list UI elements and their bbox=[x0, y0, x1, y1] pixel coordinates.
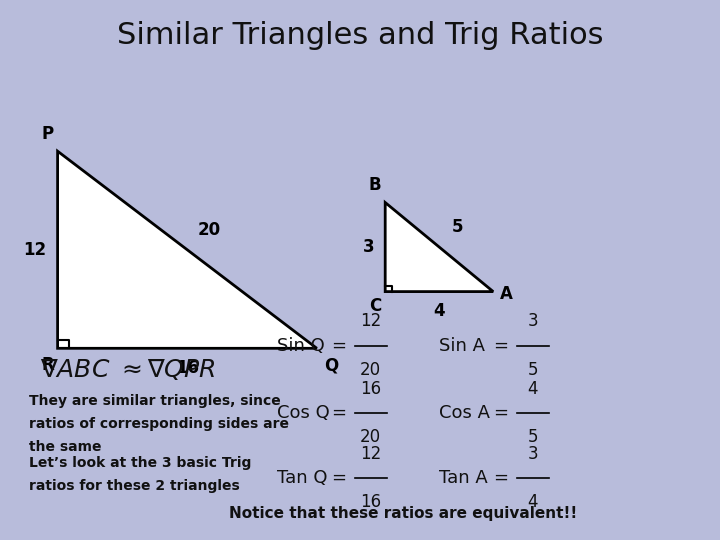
Text: 3: 3 bbox=[363, 238, 374, 256]
Text: They are similar triangles, since: They are similar triangles, since bbox=[29, 394, 281, 408]
Text: 5: 5 bbox=[528, 361, 538, 379]
Text: 3: 3 bbox=[528, 313, 538, 330]
Text: 12: 12 bbox=[360, 445, 382, 463]
Text: Tan Q: Tan Q bbox=[277, 469, 328, 487]
Text: Sin A: Sin A bbox=[439, 336, 485, 355]
Text: Let’s look at the 3 basic Trig: Let’s look at the 3 basic Trig bbox=[29, 456, 251, 470]
Text: 12: 12 bbox=[24, 241, 47, 259]
Text: 5: 5 bbox=[528, 428, 538, 446]
Text: =: = bbox=[493, 469, 508, 487]
Text: =: = bbox=[331, 469, 346, 487]
Text: 4: 4 bbox=[528, 493, 538, 511]
Polygon shape bbox=[58, 151, 317, 348]
Text: P: P bbox=[42, 125, 54, 143]
Text: 4: 4 bbox=[528, 380, 538, 398]
Text: R: R bbox=[41, 356, 54, 374]
Text: Notice that these ratios are equivalent!!: Notice that these ratios are equivalent!… bbox=[229, 506, 577, 521]
Text: =: = bbox=[493, 404, 508, 422]
Text: Cos Q: Cos Q bbox=[277, 404, 330, 422]
Text: 16: 16 bbox=[360, 380, 382, 398]
Text: B: B bbox=[369, 177, 382, 194]
Text: Tan A: Tan A bbox=[439, 469, 488, 487]
Text: Q: Q bbox=[324, 356, 338, 374]
Text: 16: 16 bbox=[360, 493, 382, 511]
Text: 16: 16 bbox=[176, 359, 199, 377]
Text: =: = bbox=[331, 336, 346, 355]
Text: the same: the same bbox=[29, 440, 102, 454]
Text: 12: 12 bbox=[360, 313, 382, 330]
Text: $\it{\nabla}$$\it{ABC}$ $\approx$$\it{\nabla}$$\it{QPR}$: $\it{\nabla}$$\it{ABC}$ $\approx$$\it{\n… bbox=[40, 357, 215, 382]
Text: 20: 20 bbox=[360, 428, 382, 446]
Text: Cos A: Cos A bbox=[439, 404, 490, 422]
Text: ratios for these 2 triangles: ratios for these 2 triangles bbox=[29, 479, 240, 493]
Text: 3: 3 bbox=[528, 445, 538, 463]
Polygon shape bbox=[385, 202, 493, 292]
Text: 4: 4 bbox=[433, 302, 445, 320]
Text: Sin Q: Sin Q bbox=[277, 336, 325, 355]
Text: C: C bbox=[369, 297, 382, 315]
Text: Similar Triangles and Trig Ratios: Similar Triangles and Trig Ratios bbox=[117, 21, 603, 50]
Text: =: = bbox=[493, 336, 508, 355]
Text: ratios of corresponding sides are: ratios of corresponding sides are bbox=[29, 417, 289, 431]
Text: A: A bbox=[500, 285, 513, 303]
Text: 5: 5 bbox=[451, 218, 463, 237]
Text: 20: 20 bbox=[360, 361, 382, 379]
Text: =: = bbox=[331, 404, 346, 422]
Text: 20: 20 bbox=[197, 221, 220, 239]
